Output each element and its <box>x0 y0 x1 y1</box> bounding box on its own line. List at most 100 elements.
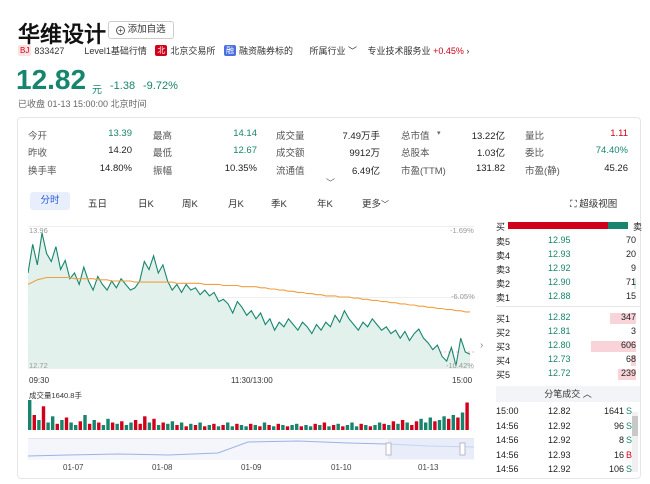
intraday-chart[interactable] <box>28 226 474 430</box>
volume-bar <box>253 425 257 430</box>
volume-bar <box>101 425 106 430</box>
industry-change: +0.45% <box>433 46 464 56</box>
add-watchlist-label: 添加自选 <box>127 24 166 35</box>
stat-value: 13.22亿 <box>471 131 505 142</box>
stat-label: 最低 <box>153 148 173 159</box>
volume-bar <box>364 425 368 430</box>
trade-row: 14:56 12.92 8 S <box>496 435 648 449</box>
price-area <box>28 232 470 368</box>
trade-price: 12.92 <box>548 435 571 445</box>
volume-bar <box>322 422 327 430</box>
volume-bar <box>368 426 373 430</box>
level-price: 12.93 <box>548 249 571 259</box>
level-label: 卖3 <box>496 265 511 275</box>
sell-label: 卖 <box>633 222 643 232</box>
volume-bar <box>152 418 156 430</box>
level-label: 买4 <box>496 356 511 366</box>
exchange-link[interactable]: 北京交易所 <box>170 46 216 56</box>
volume-bar <box>51 416 55 430</box>
trade-time: 15:00 <box>496 406 519 416</box>
level-price: 12.72 <box>548 368 571 378</box>
stat-value: 131.82 <box>475 163 505 174</box>
trade-time: 14:56 <box>496 435 519 445</box>
level-price: 12.80 <box>548 340 571 350</box>
volume-bar <box>129 422 133 430</box>
tab-5[interactable]: 季K <box>271 196 287 210</box>
volume-bar <box>400 420 405 430</box>
tab-label: 周K <box>182 199 198 210</box>
tab-4[interactable]: 月K <box>228 196 244 210</box>
volume-bar <box>124 425 129 430</box>
volume-bar <box>226 422 230 430</box>
level-volume: 606 <box>620 340 636 350</box>
nav-date-label: 01-09 <box>241 463 262 472</box>
volume-bar <box>451 415 455 430</box>
industry-dropdown[interactable]: 所属行业 ﹀ <box>309 46 357 56</box>
market-badge: BJ <box>18 45 32 56</box>
market-cap-caret-icon[interactable]: ▾ <box>437 130 441 137</box>
tab-label: 五日 <box>88 199 108 210</box>
stat-label: 今开 <box>28 131 48 142</box>
current-price: 12.82 <box>16 64 87 95</box>
volume-bar <box>410 425 414 430</box>
volume-bar <box>447 418 451 430</box>
stat-value: 14.80% <box>99 163 132 174</box>
volume-bar <box>249 423 253 430</box>
volume-bar <box>92 420 96 430</box>
volume-bar <box>267 425 271 430</box>
volume-bar <box>405 422 409 430</box>
level-label: 买5 <box>496 370 511 380</box>
trade-volume: 8 <box>618 435 624 445</box>
stat-value: 12.67 <box>233 145 257 156</box>
volume-bar <box>313 423 317 430</box>
volume-bar <box>345 425 350 430</box>
tab-0[interactable]: 分时 <box>30 192 70 210</box>
exchange-badge: 北 <box>155 45 168 56</box>
tab-7[interactable]: 更多﹀ <box>362 196 389 210</box>
trades-scrollbar[interactable] <box>632 412 638 472</box>
stat-label: 成交量 <box>276 131 305 142</box>
volume-bar <box>336 423 340 430</box>
expand-icon: ⛶ <box>570 199 577 210</box>
stat-value: 9912万 <box>349 148 380 159</box>
volume-bar <box>69 422 73 430</box>
margin-link[interactable]: 融资融券标的 <box>238 46 293 56</box>
super-view-button[interactable]: ⛶ 超级视图 <box>570 196 617 210</box>
volume-bar <box>156 425 161 430</box>
pct-mid-label: -6.05% <box>451 292 475 301</box>
level1-link[interactable]: Level1基础行情 <box>84 46 147 56</box>
volume-bar <box>221 425 225 430</box>
volume-bar <box>377 422 382 430</box>
volume-bar <box>285 426 290 430</box>
trades-header[interactable]: 分笔成交 ︿ <box>496 386 640 402</box>
main-panel <box>17 117 641 479</box>
tab-1[interactable]: 五日 <box>88 196 107 210</box>
volume-depth-bar <box>591 341 636 352</box>
collapse-panel-icon[interactable]: › <box>480 340 484 351</box>
super-view-label: 超级视图 <box>579 199 618 210</box>
volume-bar <box>382 423 386 430</box>
tab-3[interactable]: 周K <box>182 196 198 210</box>
volume-bar <box>244 426 248 430</box>
tab-2[interactable]: 日K <box>138 196 154 210</box>
trade-row: 14:56 12.92 106 S <box>496 464 648 478</box>
volume-bar <box>304 425 308 430</box>
level-price: 12.92 <box>548 263 571 273</box>
price-unit: 元 <box>92 85 102 96</box>
tab-6[interactable]: 年K <box>317 196 333 210</box>
volume-bar <box>175 425 179 430</box>
trades-title: 分笔成交 <box>544 389 581 399</box>
level-volume: 15 <box>625 291 636 301</box>
volume-bar <box>419 418 423 430</box>
price-line <box>28 232 471 366</box>
industry-link[interactable]: 专业技术服务业 +0.45% › <box>368 46 470 56</box>
stat-value: 45.26 <box>604 163 628 174</box>
volume-bar <box>433 421 437 430</box>
stat-label: 市盈(静) <box>525 166 560 177</box>
stat-value: 14.20 <box>108 145 132 156</box>
volume-bar <box>396 423 400 430</box>
add-watchlist-button[interactable]: + 添加自选 <box>108 21 174 39</box>
expand-chevron-icon[interactable]: ﹀ <box>326 178 336 188</box>
chevron-right-icon: › <box>466 46 470 56</box>
level-volume: 3 <box>630 326 636 336</box>
